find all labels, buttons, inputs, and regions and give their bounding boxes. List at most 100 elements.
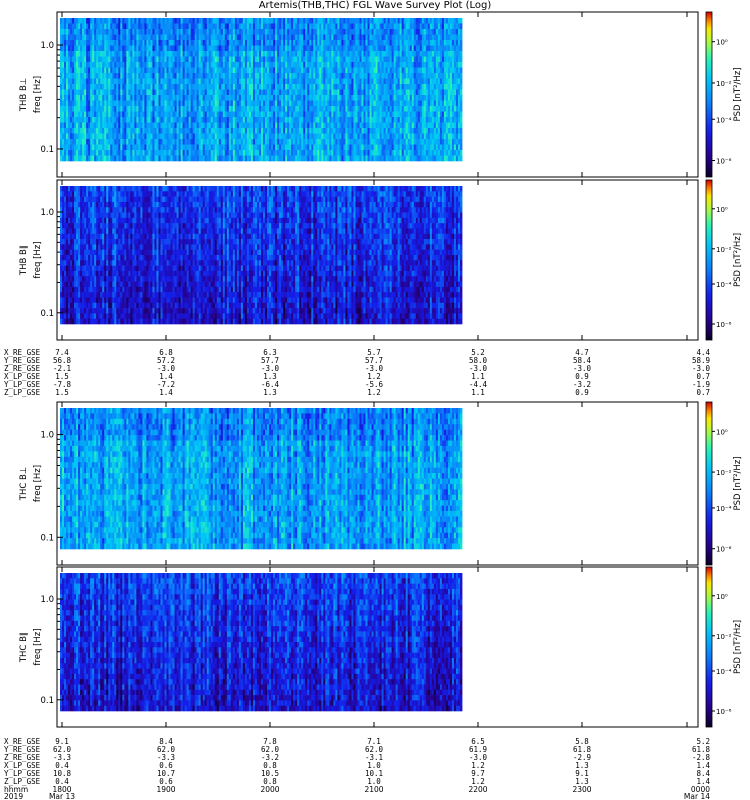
ephemeris-value: -3.0	[692, 364, 711, 373]
ytick-label-high: 1.0	[40, 431, 54, 441]
ephemeris-row-label: Z_RE_GSE	[4, 753, 41, 762]
ephemeris-thb: X_RE_GSE 7.4 6.8 6.3 5.7 5.2 4.7 4.4 Y_RE_GSE 56.…	[4, 348, 710, 397]
ephemeris-value: 1.0	[367, 761, 381, 770]
ephemeris-value: -3.0	[261, 364, 280, 373]
colorbar-tick-label: 10⁻²	[716, 469, 732, 477]
ephemeris-value: 62.0	[53, 745, 72, 754]
ephemeris-value: 9.7	[471, 769, 485, 778]
y-axis-label: freq [Hz]	[33, 76, 43, 113]
ephemeris-value: -3.3	[53, 753, 71, 762]
ephemeris-value: 1.4	[696, 777, 710, 786]
ephemeris-value: 4.7	[575, 348, 589, 357]
ephemeris-value: 58.0	[469, 356, 488, 365]
ephemeris-value: 7.8	[263, 737, 277, 746]
ephemeris-value: 58.4	[573, 356, 592, 365]
x-tick-label: 2000	[260, 785, 279, 794]
ephemeris-value: 5.2	[471, 348, 485, 357]
colorbar-tick-label: 10⁻⁴	[716, 281, 732, 289]
colorbar-tick-label: 10⁻⁶	[716, 708, 732, 716]
ephemeris-value: -3.2	[261, 753, 279, 762]
x-tick-label: 2300	[572, 785, 591, 794]
ephemeris-value: 1.2	[367, 388, 381, 397]
ephemeris-value: 10.5	[261, 769, 279, 778]
ytick-label-high: 1.0	[40, 595, 54, 605]
colorbar-tick-label: 10⁻⁴	[716, 116, 732, 124]
ephemeris-value: 0.4	[55, 761, 69, 770]
spectrogram-panel-thb_bperp	[56, 11, 715, 178]
colorbar-label: PSD [nT²/Hz]	[733, 620, 743, 674]
ephemeris-row-label: Z_RE_GSE	[4, 364, 41, 373]
ephemeris-value: 57.2	[157, 356, 175, 365]
y-axis-label: freq [Hz]	[33, 241, 43, 278]
ephemeris-value: 8.4	[696, 769, 710, 778]
colorbar-tick-label: 10⁰	[716, 428, 728, 436]
ephemeris-value: 5.7	[367, 348, 381, 357]
ephemeris-value: 57.7	[365, 356, 383, 365]
ephemeris-value: 1.2	[471, 777, 485, 786]
colorbar-tick-label: 10⁻⁴	[716, 505, 732, 513]
ephemeris-row-label: Y_RE_GSE	[4, 356, 41, 365]
panel-frame	[56, 11, 699, 178]
chart-title: Artemis(THB,THC) FGL Wave Survey Plot (L…	[0, 0, 750, 12]
panel-frame	[56, 179, 699, 341]
colorbar-tick-label: 10⁰	[716, 39, 728, 47]
ephemeris-value: 1.0	[367, 777, 381, 786]
ephemeris-value: 58.9	[692, 356, 710, 365]
ephemeris-value: 1.3	[263, 372, 277, 381]
ephemeris-value: 62.0	[261, 745, 280, 754]
panel-frame	[56, 401, 699, 566]
ephemeris-value: 5.8	[575, 737, 589, 746]
ephemeris-row-label: Y_LP_GSE	[4, 380, 41, 389]
y-axis-label: freq [Hz]	[33, 628, 43, 665]
ephemeris-value: -3.2	[573, 380, 591, 389]
ytick-label-low: 0.1	[40, 696, 54, 706]
x-tick-label: 0000	[691, 785, 710, 794]
colorbar-tick-label: 10⁻²	[716, 633, 732, 641]
ephemeris-value: -5.6	[365, 380, 384, 389]
ephemeris-value: 61.8	[692, 745, 711, 754]
ephemeris-value: 62.0	[365, 745, 384, 754]
ephemeris-value: 0.7	[696, 372, 710, 381]
colorbar-tick-label: 10⁻⁶	[716, 546, 732, 554]
ephemeris-value: 62.0	[157, 745, 176, 754]
ephemeris-row-label: X_LP_GSE	[4, 372, 41, 381]
ephemeris-value: 9.1	[575, 769, 589, 778]
ephemeris-value: 10.7	[157, 769, 175, 778]
y-axis-label: freq [Hz]	[33, 465, 43, 502]
ephemeris-value: 0.7	[696, 388, 710, 397]
ytick-label-low: 0.1	[40, 145, 54, 155]
ephemeris-value: 8.4	[159, 737, 173, 746]
ephemeris-value: 10.1	[365, 769, 383, 778]
ephemeris-thc: X_RE_GSE 9.1 8.4 7.8 7.1 6.5 5.8 5.2 Y_RE_GSE 62.…	[4, 737, 710, 786]
ytick-label-low: 0.1	[40, 533, 54, 543]
ephemeris-value: -3.0	[469, 364, 488, 373]
colorbar	[705, 11, 713, 178]
x-date-label: Mar 14	[684, 792, 710, 800]
ephemeris-value: 1.3	[575, 777, 589, 786]
ephemeris-value: 1.4	[696, 761, 710, 770]
colorbar-tick-label: 10⁻⁶	[716, 158, 732, 166]
ephemeris-value: -3.0	[365, 364, 384, 373]
ephemeris-value: 9.1	[55, 737, 69, 746]
ephemeris-value: 1.4	[159, 388, 173, 397]
ephemeris-value: 6.5	[471, 737, 485, 746]
ephemeris-value: -3.1	[365, 753, 383, 762]
ephemeris-value: -6.4	[261, 380, 280, 389]
time-row-label: hhmm	[4, 785, 28, 794]
ephemeris-value: 1.2	[367, 372, 381, 381]
ephemeris-value: 4.4	[696, 348, 710, 357]
colorbar	[705, 401, 713, 566]
ephemeris-value: 0.6	[159, 761, 173, 770]
ephemeris-value: 61.8	[573, 745, 592, 754]
colorbar-tick-label: 10⁰	[716, 206, 728, 214]
ephemeris-row-label: X_RE_GSE	[4, 348, 41, 357]
ephemeris-value: 1.5	[55, 388, 69, 397]
spectrogram-panel-thc_bpar	[56, 566, 715, 728]
ephemeris-value: -2.9	[573, 753, 591, 762]
ephemeris-value: 57.7	[261, 356, 279, 365]
ephemeris-value: 6.3	[263, 348, 277, 357]
ephemeris-value: 1.5	[55, 372, 69, 381]
ephemeris-value: 1.1	[471, 388, 485, 397]
ephemeris-value: 0.9	[575, 388, 589, 397]
